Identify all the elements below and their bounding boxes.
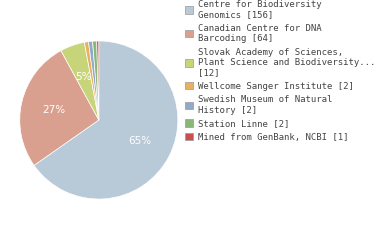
Wedge shape [61,42,99,120]
Text: 27%: 27% [43,105,66,114]
Wedge shape [89,41,99,120]
Text: 65%: 65% [128,136,151,146]
Wedge shape [93,41,99,120]
Wedge shape [84,42,99,120]
Wedge shape [97,41,99,120]
Wedge shape [20,51,99,165]
Wedge shape [34,41,178,199]
Legend: Centre for Biodiversity
Genomics [156], Canadian Centre for DNA
Barcoding [64], : Centre for Biodiversity Genomics [156], … [185,0,375,142]
Text: 5%: 5% [75,72,92,82]
